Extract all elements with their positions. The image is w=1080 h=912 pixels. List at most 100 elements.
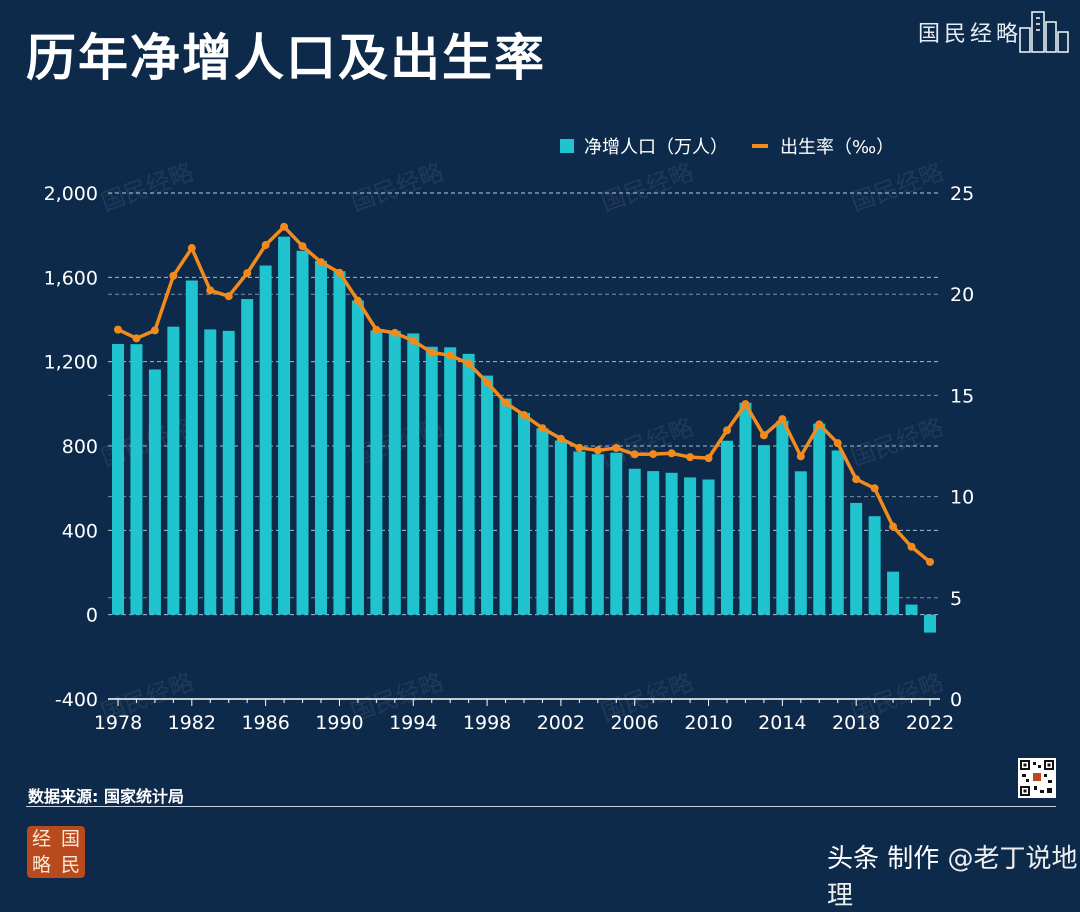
bar	[536, 428, 549, 615]
line-point	[630, 450, 639, 459]
bar	[185, 280, 198, 615]
chart-legend: 净增人口（万人） 出生率（‰）	[560, 133, 894, 159]
bar	[518, 412, 530, 615]
bar	[794, 471, 807, 615]
line-point	[409, 336, 418, 345]
bar	[388, 330, 401, 615]
bar	[610, 452, 623, 615]
bar	[351, 300, 364, 615]
line-point	[150, 326, 159, 335]
line-point	[870, 484, 879, 493]
legend-line-label: 出生率（‰）	[780, 137, 895, 158]
footer-divider	[26, 806, 1056, 807]
qr-code-icon	[1018, 758, 1056, 798]
bar	[831, 450, 844, 615]
x-tick-label: 1982	[168, 712, 216, 734]
bar	[333, 271, 346, 615]
line-point	[852, 475, 861, 484]
line-point	[649, 450, 658, 459]
bar	[665, 472, 678, 615]
author-prefix: 头条 制作	[827, 844, 948, 874]
y-left-tick-label: 0	[86, 605, 98, 627]
seal-char: 民	[60, 854, 80, 876]
line-point	[612, 444, 621, 453]
y-left-tick-label: 1,600	[44, 267, 98, 289]
x-tick-label: 2010	[684, 712, 732, 734]
y-right-tick-label: 10	[950, 487, 974, 509]
line-point	[538, 424, 547, 433]
x-tick-label: 1978	[94, 712, 142, 734]
x-tick-label: 2014	[758, 712, 806, 734]
bar	[573, 451, 586, 615]
line-series	[114, 222, 934, 566]
bar	[739, 402, 752, 615]
bar	[425, 346, 438, 615]
bar	[278, 236, 291, 615]
bar	[647, 471, 660, 615]
author-credit: 头条 制作 @老丁说地理	[827, 838, 1080, 912]
bar	[887, 571, 900, 615]
y-left-tick-label: 800	[62, 436, 98, 458]
watermark-text: 国民经略	[597, 158, 697, 217]
bar	[591, 454, 604, 615]
seal-char: 略	[31, 854, 51, 876]
line-point	[796, 452, 805, 461]
x-tick-label: 1986	[241, 712, 289, 734]
bar	[370, 330, 383, 615]
line-point	[224, 292, 233, 301]
y-left-tick-label: 1,200	[44, 352, 98, 374]
brand-name: 国民经略	[917, 22, 1022, 47]
line-point	[483, 378, 492, 387]
line-point	[723, 426, 731, 435]
line-point	[427, 348, 436, 357]
bar	[702, 479, 715, 615]
bar	[222, 330, 235, 615]
line-point	[298, 242, 307, 251]
watermark-text: 国民经略	[847, 158, 947, 217]
line-point	[206, 286, 215, 295]
line-point	[261, 241, 270, 250]
line-point	[833, 439, 842, 448]
line-point	[187, 244, 196, 253]
line-point	[372, 325, 381, 334]
line-point	[889, 522, 898, 531]
bar	[444, 347, 457, 615]
bar	[868, 516, 881, 615]
line-point	[926, 557, 934, 566]
line-point	[464, 359, 473, 368]
x-tick-label: 1990	[315, 712, 363, 734]
line-point	[335, 268, 344, 277]
x-tick-label: 2002	[537, 712, 585, 734]
bar	[407, 333, 420, 615]
line-point	[243, 269, 252, 278]
x-tick-label: 2006	[611, 712, 659, 734]
watermark-text: 国民经略	[847, 413, 947, 472]
brand-logo-text: 国民经略	[918, 16, 1022, 48]
line-point	[778, 415, 787, 424]
bar	[112, 343, 124, 615]
bar-series	[112, 236, 936, 633]
y-left-tick-label: 2,000	[44, 183, 98, 205]
axes-layer: 1978 1982 1986 1990 1994 1998 2002 2006 2010 2014…	[44, 183, 975, 734]
x-tick-label: 1994	[389, 712, 437, 734]
bar	[241, 299, 254, 615]
line-point	[815, 420, 824, 429]
line-point	[520, 411, 528, 420]
y-right-tick-label: 15	[950, 385, 974, 407]
line-point	[704, 454, 713, 463]
bar	[924, 614, 936, 633]
line-point	[593, 446, 602, 455]
seal-char: 经	[31, 828, 51, 850]
line-point	[317, 258, 325, 267]
line-point	[556, 434, 565, 443]
brand-seal: 经 国 略 民	[27, 826, 85, 878]
bar	[481, 375, 494, 615]
y-right-tick-label: 20	[950, 284, 974, 306]
line-point	[501, 398, 510, 407]
line-point	[907, 542, 916, 551]
watermark-text: 国民经略	[97, 158, 197, 217]
legend-line-swatch	[752, 144, 768, 148]
bar	[905, 604, 918, 615]
legend-bar-label: 净增人口（万人）	[584, 137, 728, 158]
line-point	[169, 271, 178, 280]
